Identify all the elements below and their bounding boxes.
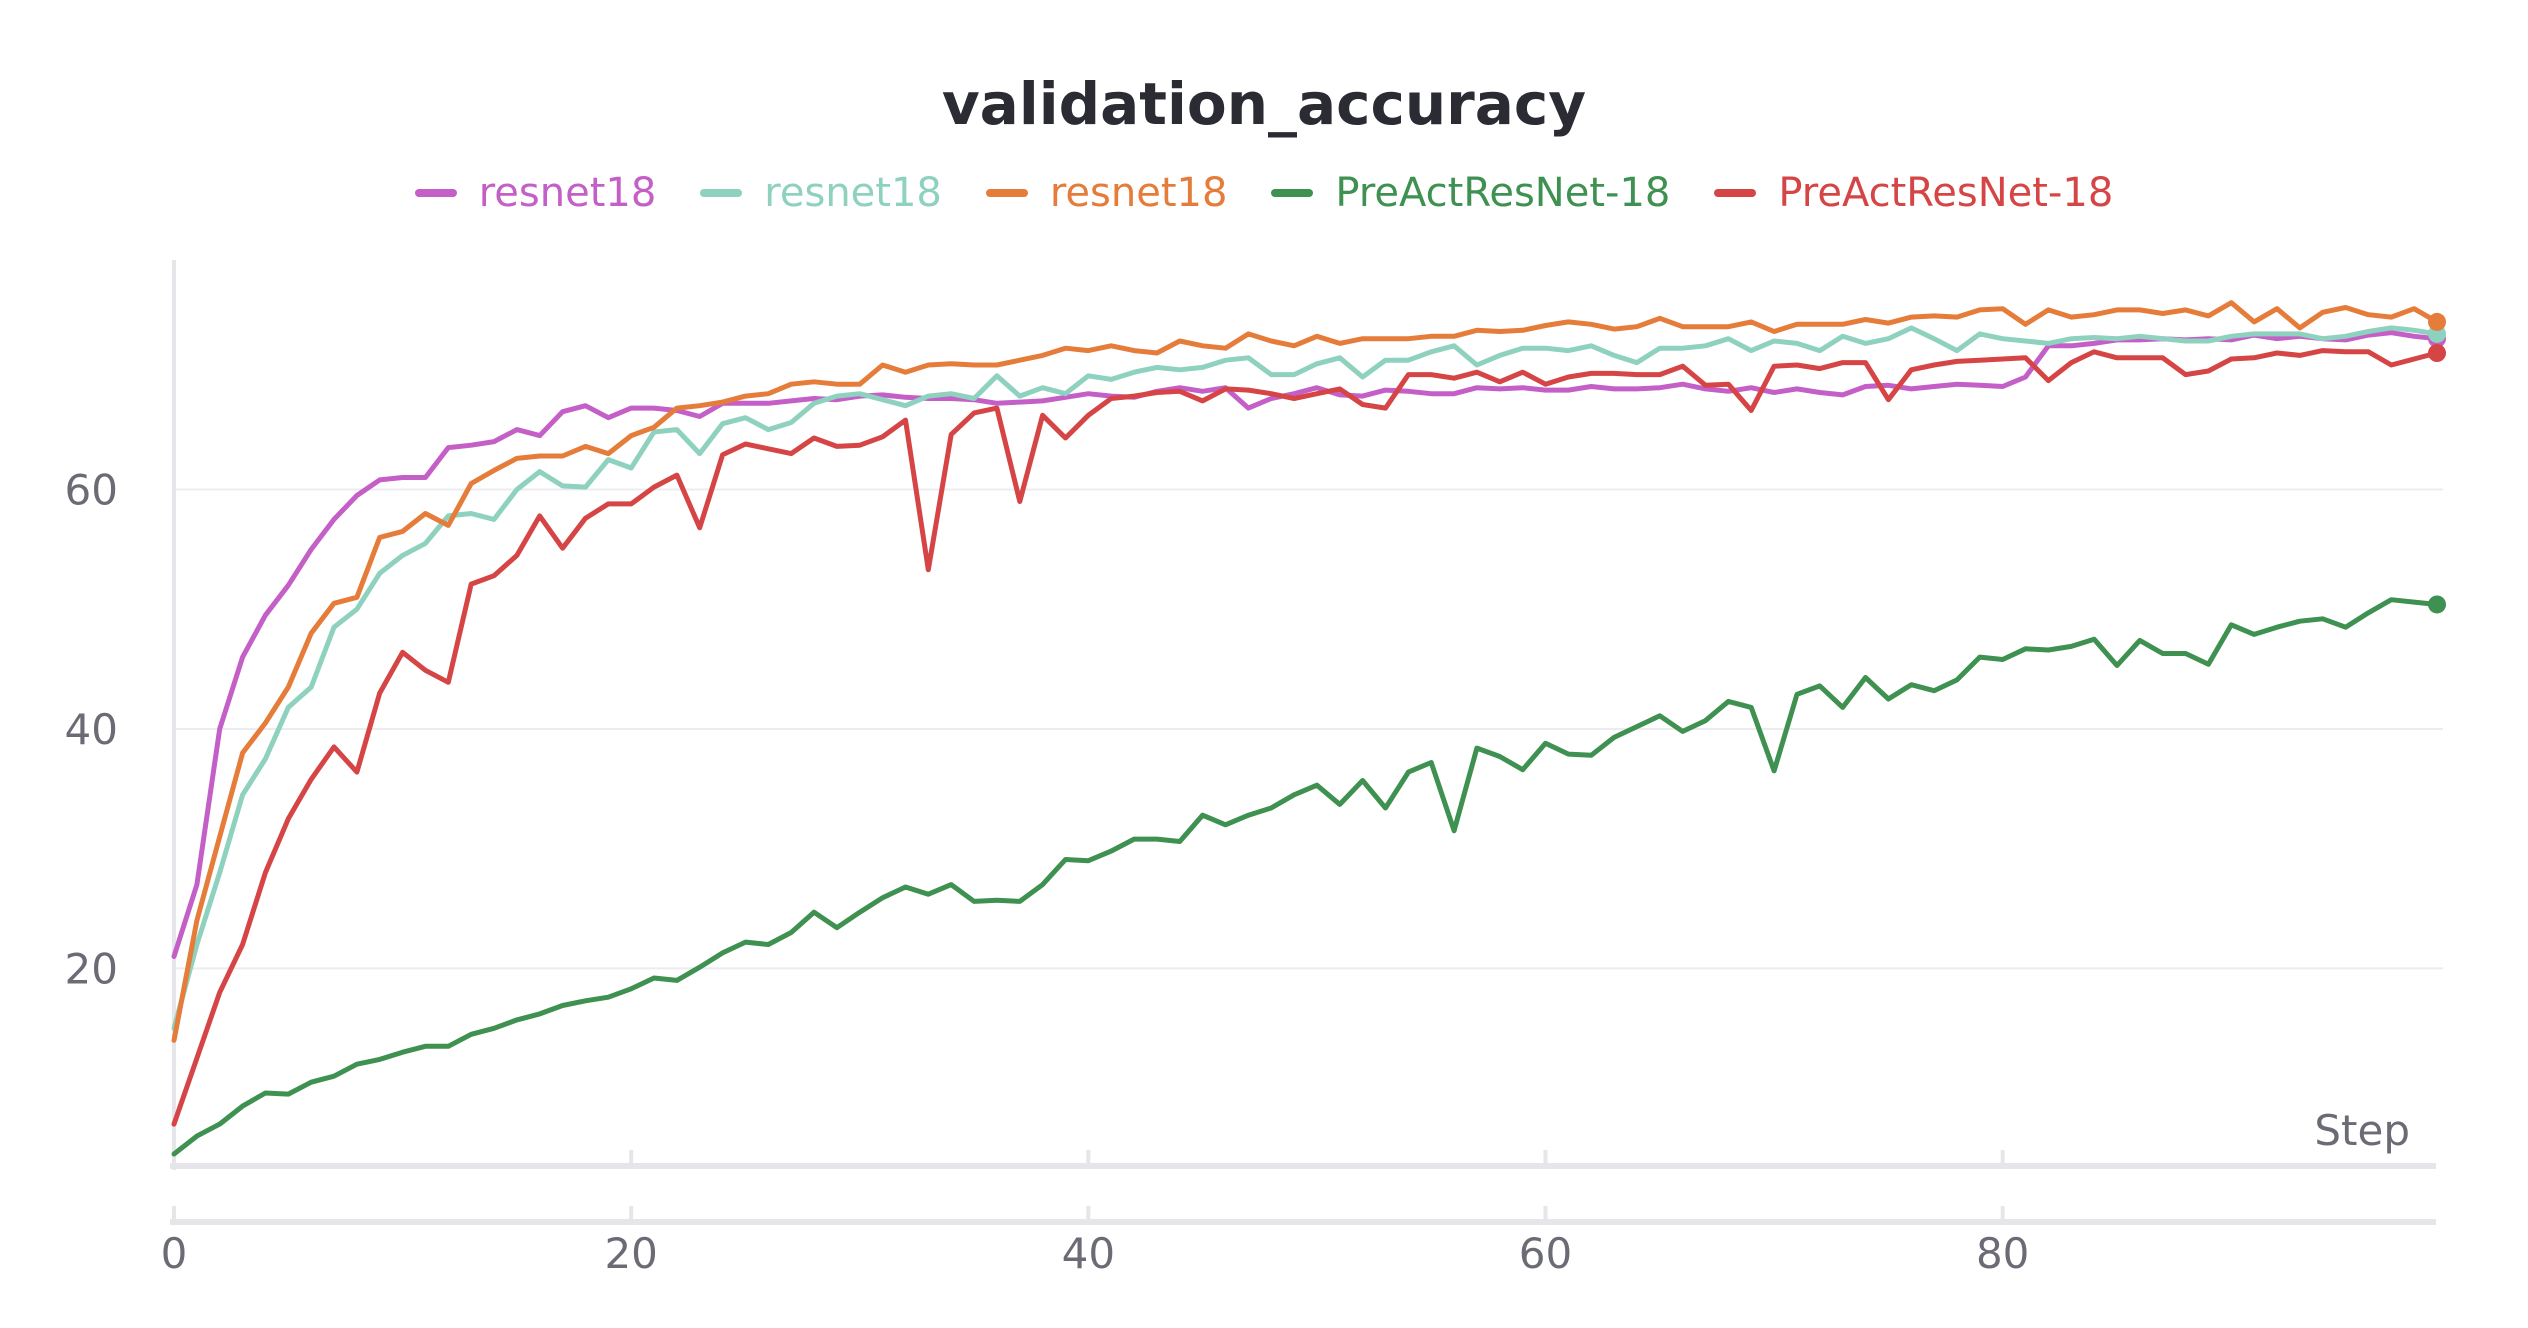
x-tick-label: 40 (1062, 1229, 1115, 1278)
x-tick-label: 80 (1976, 1229, 2029, 1278)
series-line[interactable] (171, 330, 2440, 959)
series-lines (171, 300, 2440, 1157)
y-tick-label: 40 (65, 705, 118, 754)
legend-swatch (1271, 189, 1314, 197)
chart-title: validation_accuracy (941, 70, 1587, 138)
series-line[interactable] (171, 325, 2440, 1031)
x-axis-label: Step (2314, 1106, 2410, 1155)
legend-label: resnet18 (1049, 170, 1228, 216)
series-endpoint-marker (2428, 312, 2446, 331)
legend-swatch (985, 189, 1028, 197)
x-tick-label: 0 (161, 1229, 188, 1278)
legend-swatch (700, 189, 743, 197)
legend-swatch (414, 189, 457, 197)
legend-item[interactable]: resnet18 (985, 168, 1228, 216)
x-tick-label: 20 (604, 1229, 657, 1278)
series-line[interactable] (171, 348, 2440, 1127)
legend-item[interactable]: resnet18 (414, 168, 657, 216)
legend-label: PreActResNet-18 (1335, 170, 1671, 216)
legend-label: resnet18 (764, 170, 942, 216)
series-endpoint-marker (2428, 344, 2446, 363)
series-endpoint-marker (2428, 595, 2446, 614)
x-tick-label: 60 (1519, 1229, 1572, 1278)
legend-item[interactable]: PreActResNet-18 (1714, 168, 2113, 216)
y-tick-label: 20 (65, 944, 118, 993)
series-endpoints (2428, 312, 2446, 614)
axis-ticks: 20 40 60 0 20 40 60 80 (65, 466, 2030, 1278)
legend: resnet18 resnet18 resnet18 PreActResNet-18 P… (0, 168, 2528, 216)
legend-label: resnet18 (478, 170, 657, 216)
legend-item[interactable]: PreActResNet-18 (1271, 168, 1670, 216)
legend-item[interactable]: resnet18 (700, 168, 942, 216)
y-tick-label: 60 (65, 466, 118, 515)
series-line[interactable] (171, 300, 2440, 1043)
legend-label: PreActResNet-18 (1778, 170, 2114, 216)
legend-swatch (1714, 189, 1757, 197)
series-line[interactable] (171, 597, 2440, 1157)
gridlines (174, 488, 2443, 970)
